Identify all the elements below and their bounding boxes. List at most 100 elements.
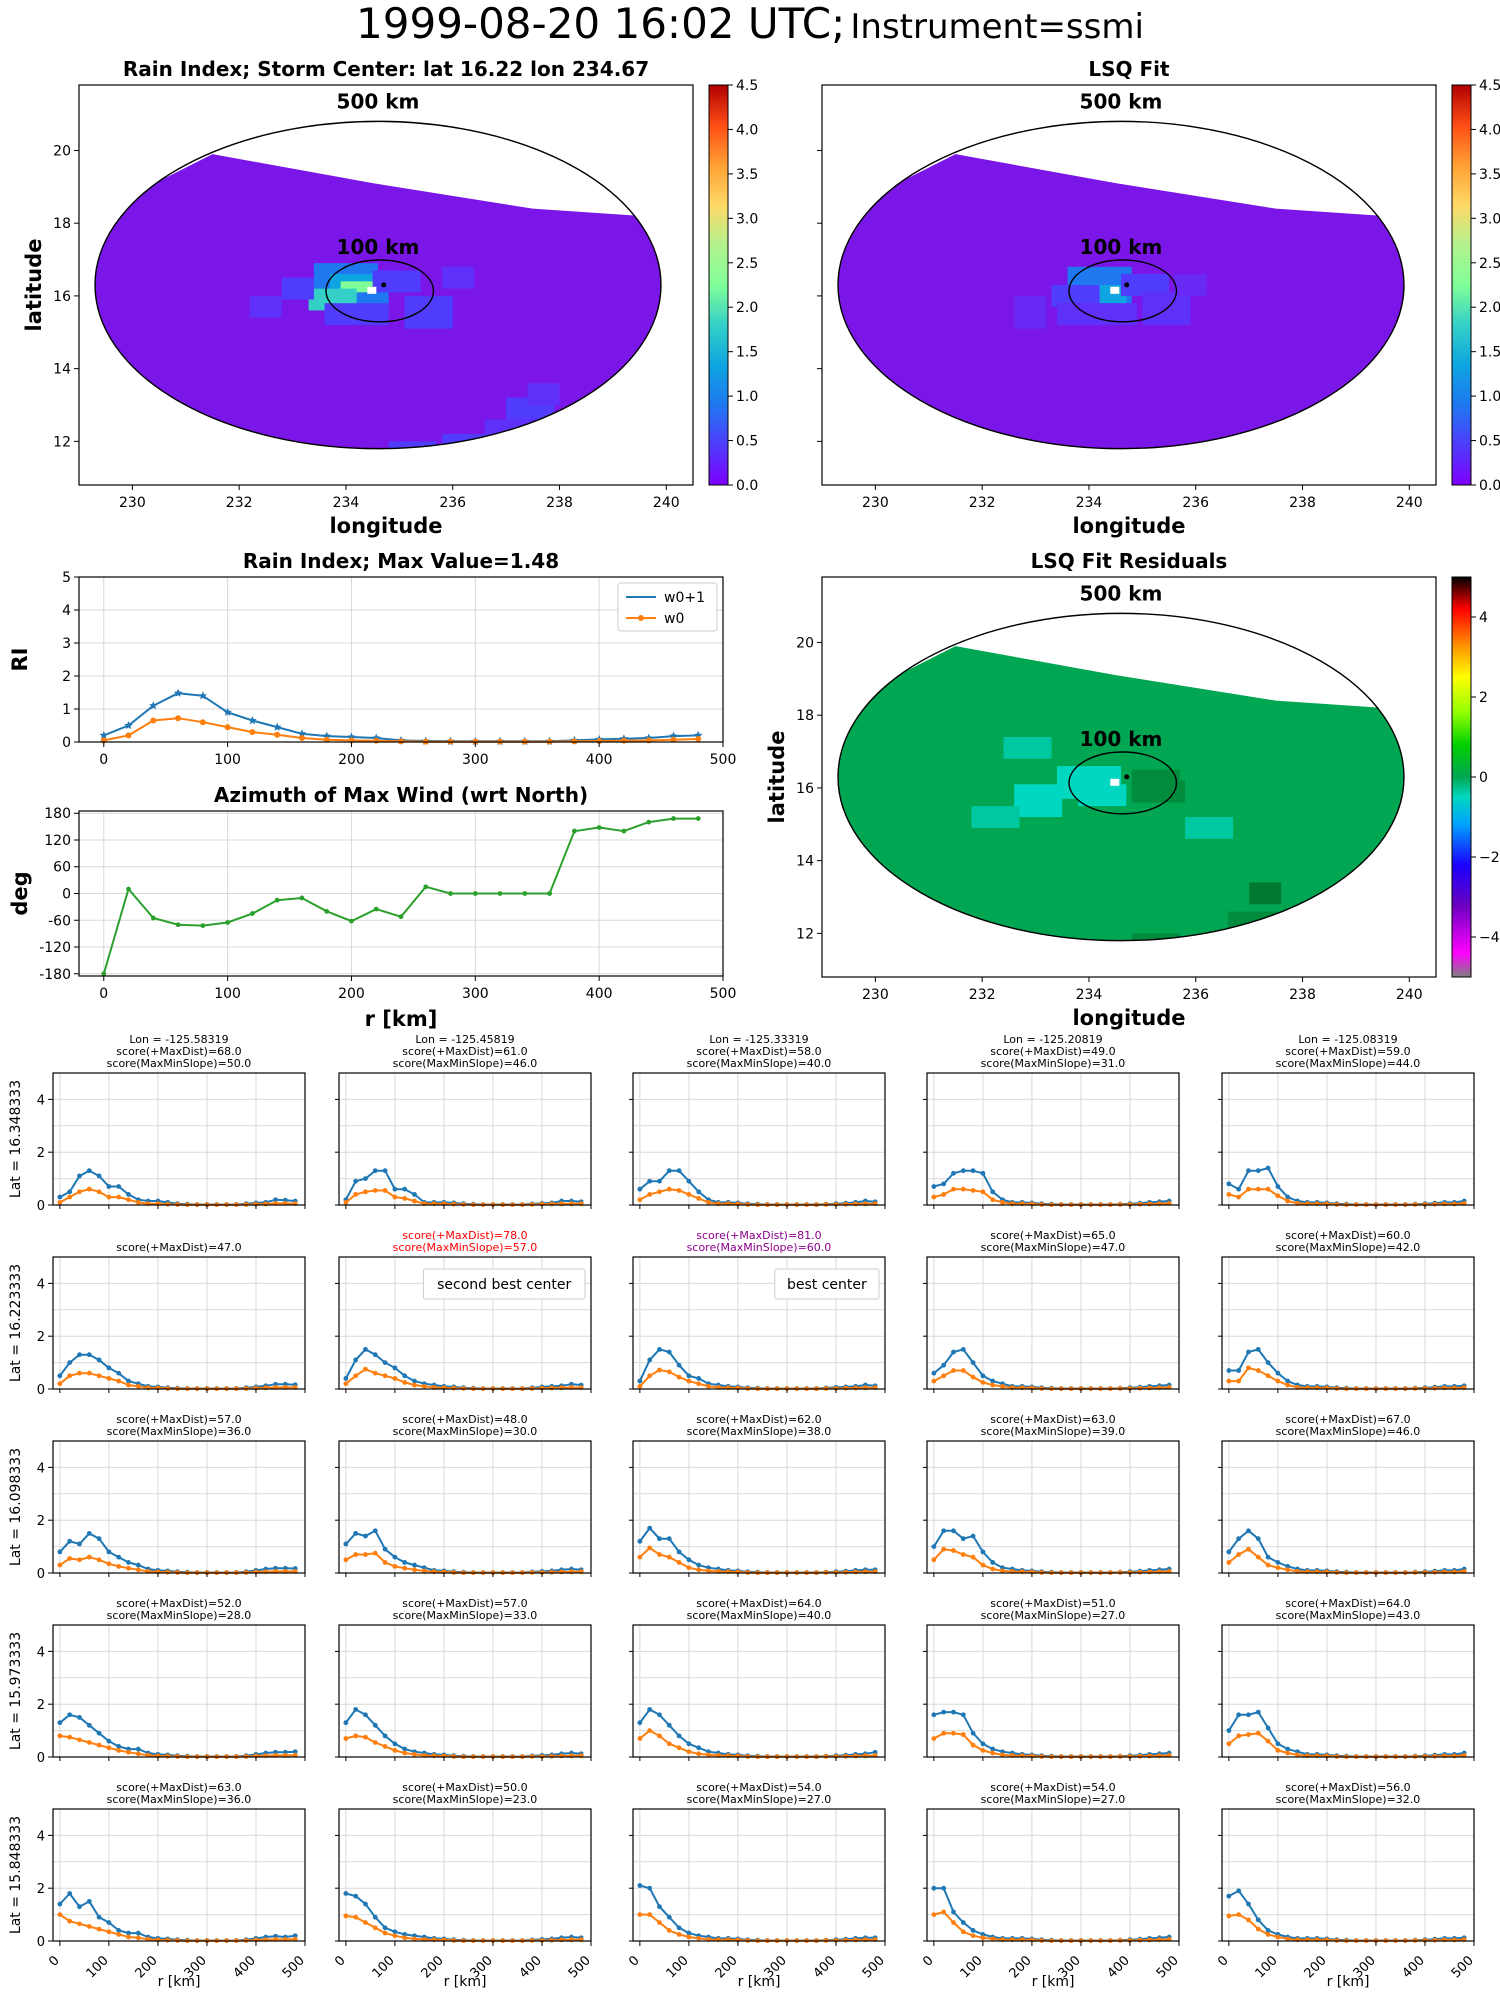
colorbar-tick-label: 0.0 [1479,478,1500,494]
cell-series-w0-point [951,1730,956,1736]
cell-series-w0-point [1236,1733,1242,1739]
cell-series-w0-point [353,1552,359,1557]
x-tick-label: 100 [84,1953,112,1981]
cell-series-w0-point [412,1382,417,1388]
x-tick-label: 200 [713,1953,741,1981]
annotation-text: best center [787,1277,867,1293]
cell-score-text: score(+MaxDist)=68.0 [116,1045,241,1058]
cell-series-w0-point [402,1196,408,1201]
cell-series-w0-point [960,1929,966,1935]
cell-series-w0plus1-point [657,1904,662,1910]
cell-series-w0-point [1285,1750,1291,1756]
cell-series-w0plus1-point [57,1549,63,1555]
cell-series-w0plus1-point [657,1178,662,1184]
cell-series-w0-point [382,1188,388,1193]
row-lat-label: Lat = 15.973333 [8,1632,24,1750]
cell-series-w0plus1-point [86,1168,92,1174]
cell-series-w0-point [96,1373,102,1379]
cell-series-w0plus1-point [372,1352,378,1358]
cell-series-w0-point [960,1186,966,1192]
storm-center-marker [1124,282,1130,288]
radius-500km-circle [837,120,1405,450]
series-a [103,692,699,743]
cell-series-w0-point [706,1383,711,1389]
cell-series-w0plus1-point [980,1170,986,1176]
cell-series-w0-point [990,1750,996,1756]
cell-series-w0-point [1147,1937,1152,1943]
cell-series-w0-point [706,1752,711,1758]
cell-series-w0-point [1442,1937,1447,1943]
series-a-point [126,886,131,892]
cell-series-w0plus1-point [696,1376,702,1381]
cell-score-text: score(+MaxDist)=57.0 [116,1413,241,1426]
cell-series-w0-point [1432,1753,1438,1759]
radius-500km-circle [94,120,662,450]
y-tick-label: 12 [53,434,71,450]
cell-series-w0-point [135,1199,141,1205]
x-tick-label: 200 [133,1953,161,1981]
cell-series-w0plus1-point [1236,1368,1242,1373]
cell-series-w0plus1-point [941,1181,947,1187]
cell-series-w0plus1-point [696,1562,702,1568]
series-a-point [274,897,280,903]
cell-series-w0plus1-point [77,1173,82,1179]
cell-series-w0-point [116,1194,122,1200]
row-lat-label: Lat = 16.223333 [8,1264,24,1382]
x-tick-label: 100 [1253,1953,1281,1981]
cell-score-text: score(MaxMinSlope)=44.0 [1276,1057,1421,1070]
cell-series-w0-point [980,1189,986,1195]
cell-series-w0-point [676,1932,682,1937]
cell-series-w0-point [1451,1753,1457,1759]
y-tick-label: 0 [62,735,71,751]
cell-series-w0-point [686,1934,692,1940]
annotation-box [774,1268,880,1300]
cell-series-w0plus1-point [116,1554,122,1560]
y-tick-label: 2 [37,1698,45,1713]
cell-series-w0plus1-point [86,1352,92,1358]
cell-series-w0-point [382,1373,388,1379]
x-tick-label: 0 [920,1953,936,1969]
cell-series-w0-point [843,1385,849,1391]
cell-series-w0-point [412,1751,417,1757]
cell-series-w0plus1 [639,1708,876,1758]
cell-series-w0-point [931,1194,937,1200]
x-tick-label: 300 [462,986,489,1002]
cell-series-w0plus1-point [931,1370,937,1376]
cell-series-w0-point [1432,1385,1438,1391]
cell-series-w0-point [1442,1385,1447,1391]
y-tick-label: 18 [796,708,814,724]
y-tick-label: 120 [44,833,71,849]
cell-series-w0-point [676,1745,682,1751]
cell-score-text: score(MaxMinSlope)=40.0 [687,1609,832,1622]
cell-series-w0-point [1295,1752,1300,1758]
cell-series-w0plus1-point [1226,1728,1232,1733]
cell-series-w0-point [1246,1732,1251,1737]
x-tick-label: 238 [1289,495,1316,511]
cell-series-w0-point [1137,1569,1143,1575]
cell-series-w0plus1-point [980,1373,986,1379]
y-tick-label: -120 [39,940,71,956]
cell-score-text: score(MaxMinSlope)=30.0 [393,1425,538,1438]
cell-series-w0-point [165,1753,171,1759]
swath-pixel [1014,784,1063,817]
cell-series-w0-point [116,1932,122,1937]
y-tick-label: 2 [37,1514,45,1529]
x-tick-label: 200 [1007,1953,1035,1981]
x-tick-label: 0 [1215,1953,1231,1969]
x-tick-label: 200 [419,1953,447,1981]
cell-series-w0plus1-point [363,1901,368,1907]
cell-series-w0plus1-point [135,1746,141,1752]
cell-series-w0plus1 [1228,1529,1465,1574]
cell-series-w0-point [1265,1186,1271,1192]
x-tick-label: 200 [1302,1953,1330,1981]
cell-axes-frame [926,1256,1180,1390]
series-a-point [223,707,232,716]
x-tick-label: 0 [99,752,108,768]
radius-100km-circle [1068,751,1178,815]
cell-series-w0plus1-point [970,1360,976,1365]
cell-series-w0plus1-point [931,1544,937,1549]
cell-axes-frame [1221,1808,1475,1942]
x-tick-label: 0 [332,1953,348,1969]
cell-score-text: score(MaxMinSlope)=57.0 [393,1241,538,1254]
colorbar-tick-label: 3.5 [736,167,758,183]
